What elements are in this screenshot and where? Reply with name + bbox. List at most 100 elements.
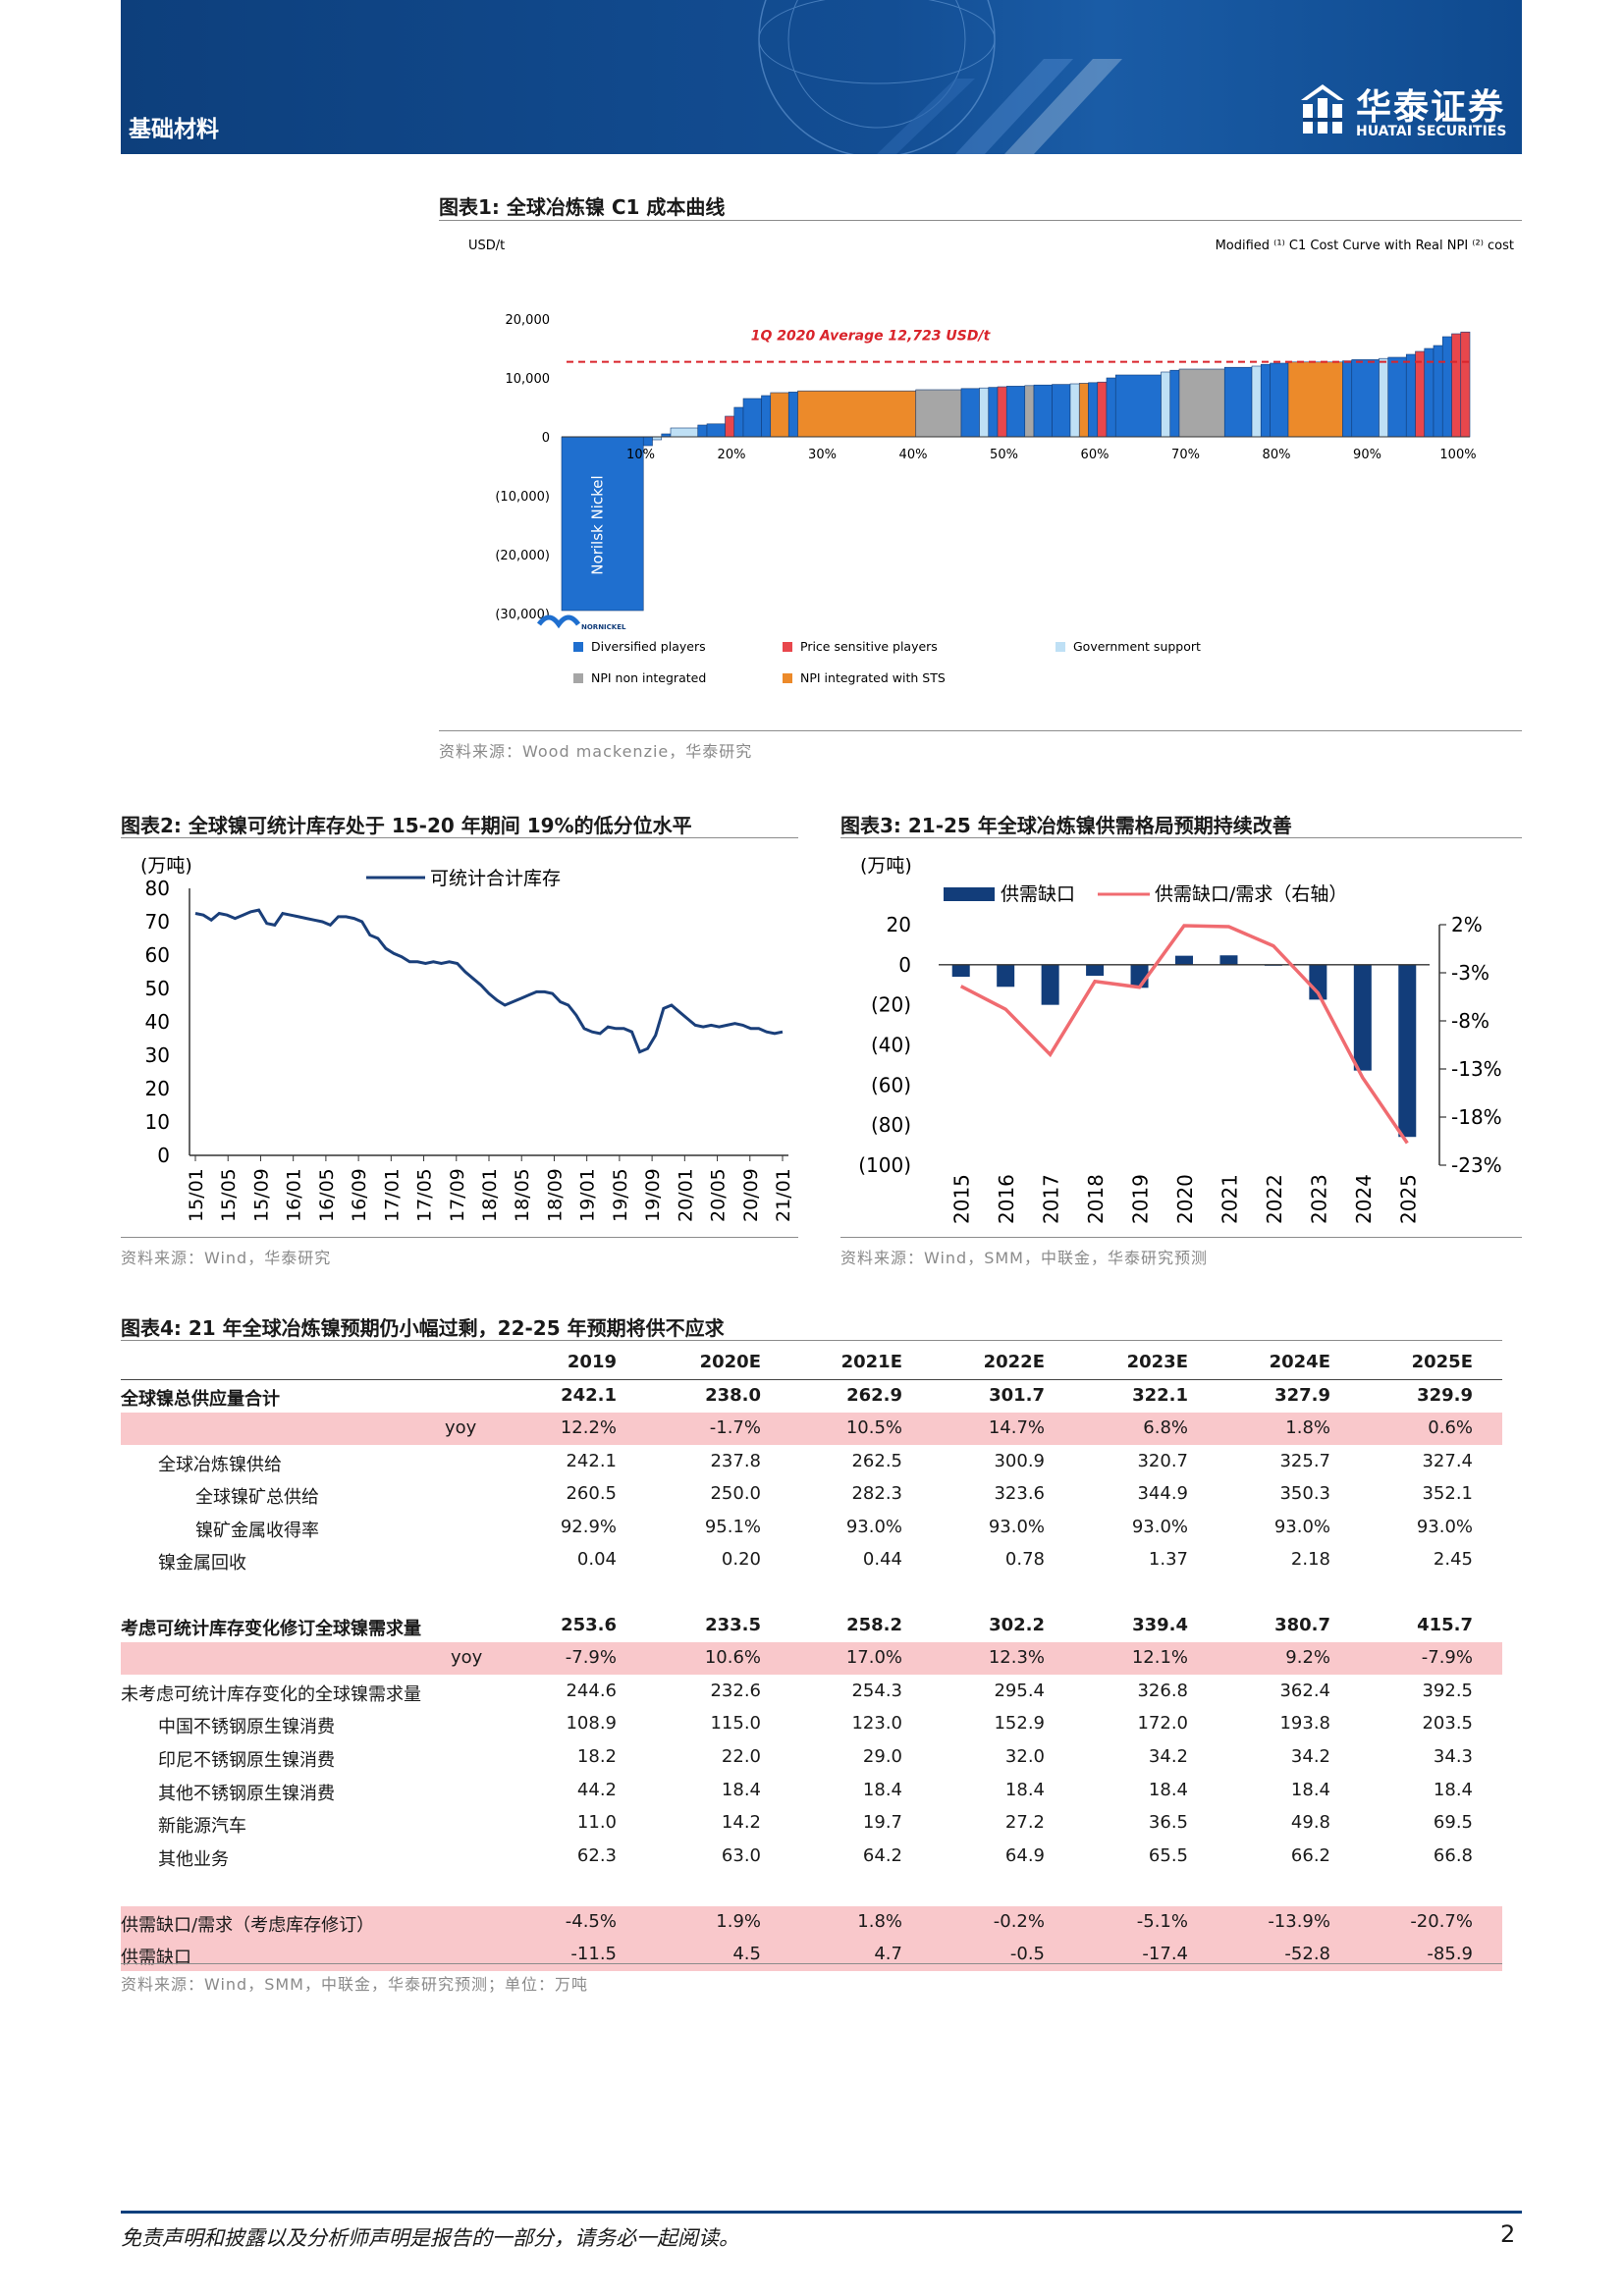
table-cell: 320.7 xyxy=(1137,1451,1188,1471)
fig1-cost-bar xyxy=(1379,357,1389,438)
table-cell: 12.3% xyxy=(988,1647,1045,1668)
table-cell: 1.37 xyxy=(1148,1549,1188,1570)
table-cell: 14.2 xyxy=(721,1812,761,1833)
fig3-unit: (万吨) xyxy=(860,855,912,877)
table-cell: -0.5 xyxy=(1009,1944,1045,1964)
table-row: 未考虑可统计库存变化的全球镍需求量 244.6 232.6 254.3 295.4 326… xyxy=(121,1676,1502,1708)
table-cell: 17.0% xyxy=(845,1647,902,1668)
fig1-cost-bar xyxy=(797,390,917,438)
fig3-gap-bar xyxy=(997,964,1015,988)
table-cell: 14.7% xyxy=(988,1417,1045,1438)
table-cell: 254.3 xyxy=(851,1681,902,1701)
table-row-label: 考虑可统计库存变化修订全球镍需求量 xyxy=(121,1619,421,1639)
fig2-title-rule xyxy=(121,837,798,838)
table-cell: 242.1 xyxy=(561,1385,617,1406)
fig1-y-tick: (30,000) xyxy=(495,608,550,622)
fig1-title: 图表1: 全球冶炼镍 C1 成本曲线 xyxy=(439,195,726,219)
table-cell: 123.0 xyxy=(851,1713,902,1734)
table-cell: 93.0% xyxy=(1131,1517,1188,1537)
fig2-y-tick: 40 xyxy=(145,1010,170,1034)
table-cell: 18.4 xyxy=(1290,1780,1330,1800)
footer-disclaimer: 免责声明和披露以及分析师声明是报告的一部分，请务必一起阅读。 xyxy=(121,2226,739,2250)
fig1-cost-bar xyxy=(1223,366,1253,438)
fig2-y-tick: 60 xyxy=(145,943,170,967)
table-row-label: 镍金属回收 xyxy=(158,1553,246,1574)
table-cell: 242.1 xyxy=(566,1451,617,1471)
table-cell: 1.9% xyxy=(716,1911,761,1932)
table-cell: 295.4 xyxy=(994,1681,1045,1701)
fig1-cost-bar xyxy=(1260,363,1271,438)
table-cell: 18.2 xyxy=(576,1746,617,1767)
footer-rule xyxy=(121,2211,1522,2214)
fig1-cost-bar xyxy=(725,415,735,438)
fig3-x-tick: 2016 xyxy=(995,1174,1018,1224)
fig3-x-tick: 2021 xyxy=(1218,1174,1241,1224)
table-cell: -85.9 xyxy=(1427,1944,1473,1964)
table-cell: 6.8% xyxy=(1143,1417,1188,1438)
fig2-x-tick: 19/01 xyxy=(577,1168,599,1222)
table-cell: 66.2 xyxy=(1290,1845,1330,1866)
fig3-gap-bar xyxy=(1175,955,1193,965)
table-cell: -1.7% xyxy=(709,1417,761,1438)
table-row-label: 其他业务 xyxy=(158,1849,229,1870)
table-cell: 9.2% xyxy=(1285,1647,1330,1668)
table-cell: 62.3 xyxy=(576,1845,617,1866)
fig1-y-unit: USD/t xyxy=(468,239,505,253)
fig3-chart: (万吨) 供需缺口 供需缺口/需求（右轴） 20 0 (20) (40) (60) (80… xyxy=(858,855,1502,1224)
table-cell: 327.4 xyxy=(1422,1451,1473,1471)
table-cell: 18.4 xyxy=(1004,1780,1045,1800)
table-column-header: 2021E xyxy=(840,1352,902,1372)
table-row: 供需缺口/需求（考虑库存修订） -4.5% 1.9% 1.8% -0.2% -5.1% -1… xyxy=(121,1906,1502,1939)
fig1-cost-bar xyxy=(706,423,726,438)
table-cell: 2.18 xyxy=(1290,1549,1330,1570)
fig1-legend-label: Diversified players xyxy=(591,639,706,654)
fig2-x-tick: 16/01 xyxy=(284,1168,305,1222)
fig1-cost-bar xyxy=(1433,345,1443,438)
fig1-bottom-rule xyxy=(439,730,1522,731)
fig2-y-tick: 10 xyxy=(145,1110,170,1134)
fig1-cost-bar xyxy=(670,427,699,438)
table-column-header: 2023E xyxy=(1126,1352,1188,1372)
table-cell: 12.2% xyxy=(560,1417,617,1438)
table-row-label: 全球冶炼镍供给 xyxy=(158,1455,282,1475)
table-header-rule xyxy=(121,1379,1502,1380)
fig2-legend-label: 可统计合计库存 xyxy=(430,868,561,889)
fig1-legend-swatch xyxy=(1056,642,1065,652)
nornickel-logo-text: NORNICKEL xyxy=(581,623,626,631)
table-cell: 392.5 xyxy=(1422,1681,1473,1701)
fig2-x-tick: 15/09 xyxy=(250,1168,272,1222)
fig3-y2-tick: -13% xyxy=(1451,1057,1502,1081)
table-cell: 64.9 xyxy=(1004,1845,1045,1866)
fig1-y-tick: 20,000 xyxy=(506,313,551,328)
table-row-label: 全球镍矿总供给 xyxy=(195,1487,319,1508)
table-cell: 300.9 xyxy=(994,1451,1045,1471)
table-cell: 18.4 xyxy=(862,1780,902,1800)
fig1-cost-bar xyxy=(1024,385,1035,438)
table-row: 全球冶炼镍供给 242.1 237.8 262.5 300.9 320.7 325.7 327… xyxy=(121,1446,1502,1478)
fig3-x-tick: 2018 xyxy=(1084,1174,1108,1224)
brand-name-en: HUATAI SECURITIES xyxy=(1356,124,1507,139)
fig1-x-tick: 40% xyxy=(899,448,928,462)
fig1-cost-bar xyxy=(1342,360,1353,438)
fig3-title-rule xyxy=(840,837,1522,838)
fig2-x-tick: 19/09 xyxy=(642,1168,664,1222)
table-cell: 93.0% xyxy=(1273,1517,1330,1537)
fig3-y2-tick: -23% xyxy=(1451,1153,1502,1177)
fig2-bottom-rule xyxy=(121,1237,798,1238)
table-cell: 4.7 xyxy=(874,1944,902,1964)
table-row-label: 中国不锈钢原生镍消费 xyxy=(158,1717,335,1737)
table-cell: -7.9% xyxy=(1421,1647,1473,1668)
table-cell: 34.2 xyxy=(1290,1746,1330,1767)
fig1-y-tick: (20,000) xyxy=(495,549,550,563)
table-cell: 380.7 xyxy=(1274,1615,1330,1635)
table-row-label: yoy xyxy=(451,1647,483,1668)
fig1-cost-bar xyxy=(1161,371,1171,438)
table-cell: 93.0% xyxy=(1416,1517,1473,1537)
header-globe-decoration xyxy=(758,0,1122,154)
table-cell: 326.8 xyxy=(1137,1681,1188,1701)
fig1-source: 资料来源：Wood mackenzie，华泰研究 xyxy=(439,742,753,761)
fig2-y-tick: 20 xyxy=(145,1077,170,1100)
fig3-legend-bar-label: 供需缺口 xyxy=(1001,883,1075,905)
fig2-y-tick: 70 xyxy=(145,910,170,934)
fig4-title: 图表4: 21 年全球冶炼镍预期仍小幅过剩，22-25 年预期将供不应求 xyxy=(121,1316,725,1340)
